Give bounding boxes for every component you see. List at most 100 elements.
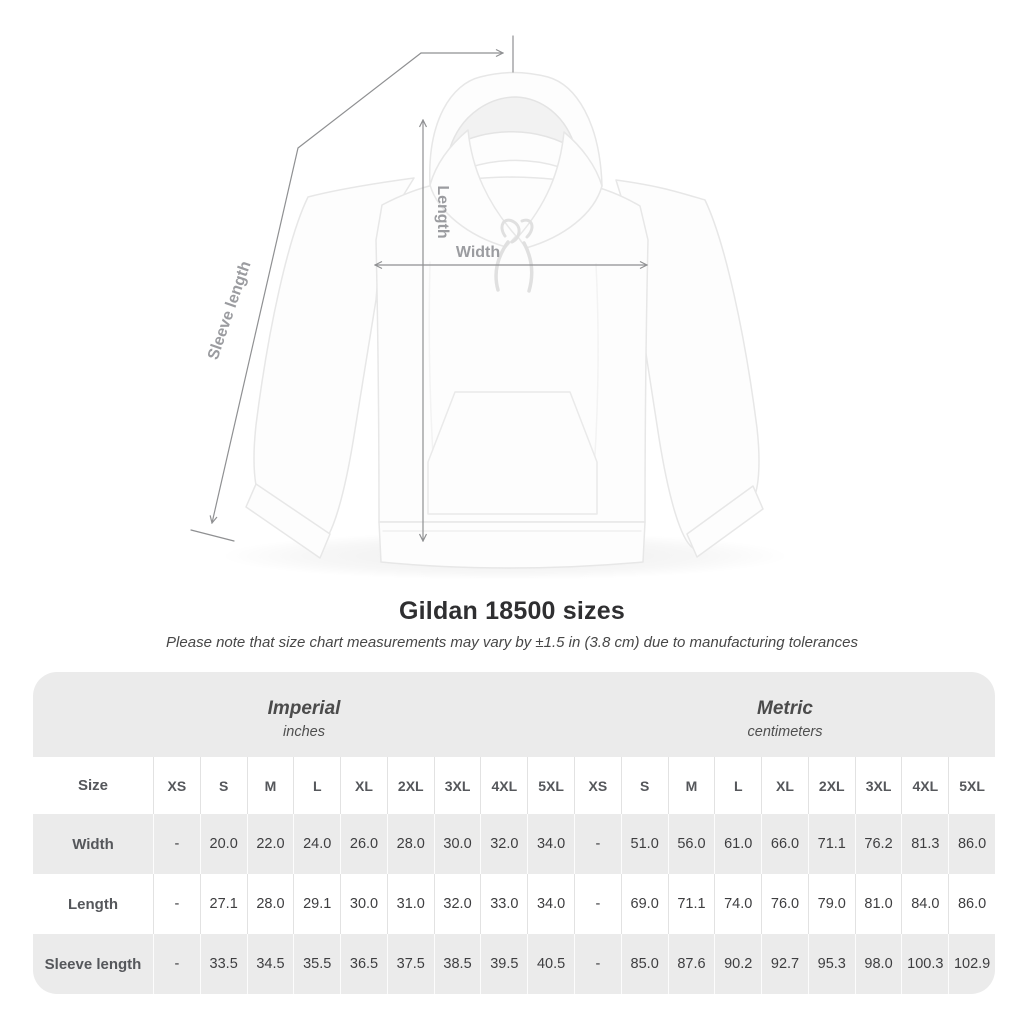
metric-value: 61.0	[714, 814, 761, 874]
imperial-value: 28.0	[386, 814, 434, 874]
metric-value: 71.1	[807, 814, 855, 874]
metric-value: 98.0	[854, 934, 902, 994]
imperial-value: -	[153, 874, 200, 934]
imperial-size-header: M	[246, 757, 294, 814]
tolerance-note: Please note that size chart measurements…	[166, 634, 858, 651]
metric-value: 71.1	[667, 874, 715, 934]
metric-size-header: 4XL	[901, 757, 948, 814]
metric-value: 69.0	[620, 874, 668, 934]
metric-value: 90.2	[714, 934, 761, 994]
imperial-size-header: 2XL	[386, 757, 434, 814]
hoodie-illustration	[220, 71, 790, 580]
metric-value: 100.3	[901, 934, 948, 994]
imperial-value: 39.5	[480, 934, 527, 994]
imperial-value: 36.5	[340, 934, 387, 994]
sleeve-end-crossbar	[190, 529, 235, 542]
imperial-value: 34.5	[246, 934, 294, 994]
metric-value: 79.0	[807, 874, 855, 934]
metric-value: 76.2	[854, 814, 902, 874]
metric-value: 81.0	[854, 874, 902, 934]
hoodie-right-cuff	[686, 485, 764, 558]
imperial-value: -	[153, 814, 200, 874]
metric-value: 66.0	[761, 814, 808, 874]
metric-size-header: XS	[574, 757, 621, 814]
row-label: Length	[68, 895, 118, 913]
metric-unit-label: centimeters	[747, 723, 823, 740]
size-header-row: Size XS S M L XL 2XL 3XL 4XL 5XL XS S M L XL 2XL 3XL 4XL 5…	[33, 757, 995, 814]
sleeve-arrow-diagonal	[212, 52, 422, 523]
size-chart-card: Imperial inches Metric centimeters Size X…	[33, 672, 995, 994]
imperial-value: 28.0	[246, 874, 294, 934]
metric-value: -	[574, 934, 621, 994]
metric-size-header: 3XL	[854, 757, 902, 814]
metric-value: 86.0	[948, 874, 995, 934]
imperial-value: 38.5	[433, 934, 481, 994]
imperial-size-header: XL	[340, 757, 387, 814]
unit-group-header-row: Imperial inches Metric centimeters	[33, 672, 995, 757]
imperial-value: 27.1	[199, 874, 247, 934]
imperial-label: Imperial	[267, 697, 341, 719]
hoodie-hood-right-flap	[517, 131, 603, 249]
metric-size-header: 5XL	[948, 757, 995, 814]
table-row-sleeve-length: Sleeve length -33.5 34.5 35.5 36.5 37.5 38.5 39…	[33, 934, 995, 994]
imperial-value: 20.0	[199, 814, 247, 874]
width-measurement-label: Width	[456, 244, 500, 261]
unit-group-imperial: Imperial inches	[33, 672, 575, 757]
hoodie-hood-lining	[449, 96, 577, 151]
row-label: Sleeve length	[44, 955, 142, 973]
metric-value: 87.6	[667, 934, 715, 994]
metric-label: Metric	[757, 697, 813, 719]
metric-value: 102.9	[948, 934, 995, 994]
imperial-value: 31.0	[386, 874, 434, 934]
table-row-length: Length -27.1 28.0 29.1 30.0 31.0 32.0 33.0 34.0-…	[33, 874, 995, 934]
metric-value: 81.3	[901, 814, 948, 874]
imperial-value: -	[153, 934, 200, 994]
page-title: Gildan 18500 sizes	[399, 597, 625, 625]
metric-value: 56.0	[667, 814, 715, 874]
metric-size-header: 2XL	[807, 757, 855, 814]
size-table-body: Width -20.0 22.0 24.0 26.0 28.0 30.0 32.0 34.0-5…	[33, 814, 995, 994]
imperial-value: 33.5	[199, 934, 247, 994]
imperial-unit-label: inches	[283, 723, 325, 740]
metric-value: -	[574, 874, 621, 934]
hoodie-left-sleeve	[253, 177, 415, 547]
metric-value: 76.0	[761, 874, 808, 934]
imperial-value: 26.0	[340, 814, 387, 874]
metric-size-header: S	[620, 757, 668, 814]
imperial-size-header: S	[199, 757, 247, 814]
row-label: Width	[72, 835, 114, 853]
hoodie-hood-left-flap	[429, 129, 517, 248]
imperial-value: 32.0	[480, 814, 527, 874]
imperial-value: 34.0	[527, 874, 574, 934]
metric-value: 92.7	[761, 934, 808, 994]
size-column-header: Size	[77, 777, 108, 794]
length-measurement-label: Length	[434, 185, 451, 238]
imperial-value: 22.0	[246, 814, 294, 874]
metric-value: 85.0	[620, 934, 668, 994]
imperial-value: 35.5	[293, 934, 340, 994]
imperial-size-header: 4XL	[480, 757, 527, 814]
hoodie-pocket	[427, 391, 598, 515]
metric-value: 74.0	[714, 874, 761, 934]
hoodie-right-sleeve	[615, 179, 760, 549]
measurement-arrows	[190, 35, 647, 542]
imperial-value: 30.0	[433, 814, 481, 874]
metric-value: 86.0	[948, 814, 995, 874]
imperial-value: 30.0	[340, 874, 387, 934]
imperial-value: 34.0	[527, 814, 574, 874]
imperial-size-header: L	[293, 757, 340, 814]
metric-value: -	[574, 814, 621, 874]
imperial-value: 29.1	[293, 874, 340, 934]
imperial-value: 24.0	[293, 814, 340, 874]
metric-size-header: L	[714, 757, 761, 814]
sleeve-length-measurement-label: Sleeve length	[205, 259, 255, 362]
imperial-value: 40.5	[527, 934, 574, 994]
metric-value: 84.0	[901, 874, 948, 934]
metric-value: 95.3	[807, 934, 855, 994]
imperial-value: 32.0	[433, 874, 481, 934]
hoodie-left-cuff	[245, 483, 331, 559]
imperial-value: 37.5	[386, 934, 434, 994]
hoodie-diagram: Width Length Sleeve length	[190, 35, 790, 580]
imperial-size-header: XS	[153, 757, 200, 814]
